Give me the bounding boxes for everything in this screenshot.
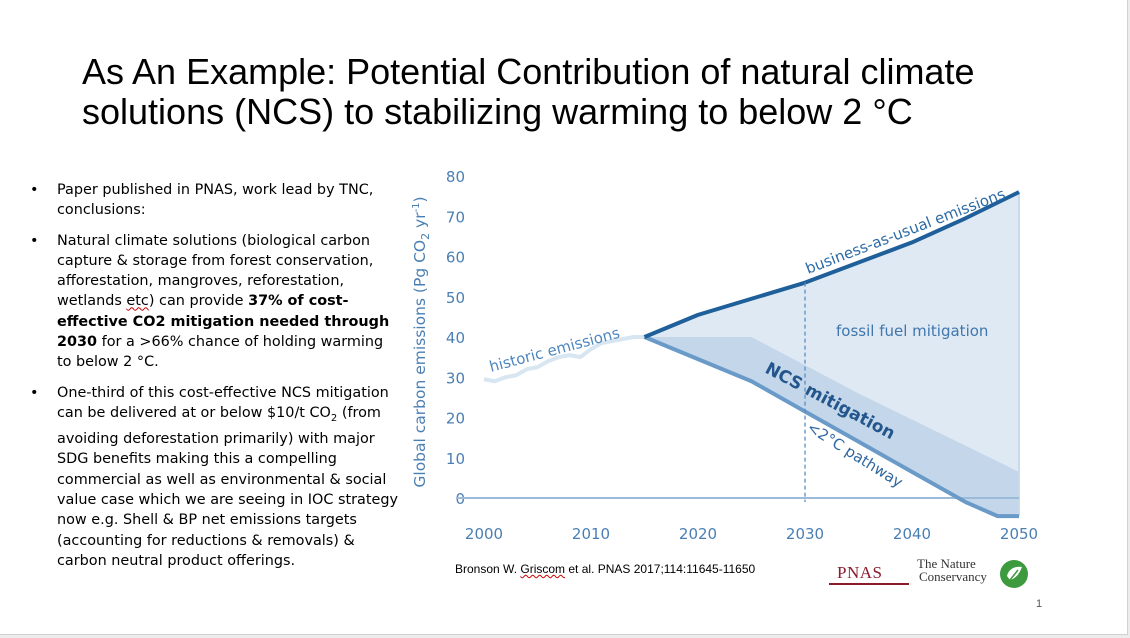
y-axis-label-sup: -1 xyxy=(411,202,422,212)
bullet-text: (from avoiding deforestation primarily) … xyxy=(57,404,399,569)
tnc-logo-text: The Nature Conservancy xyxy=(917,557,987,583)
tnc-line-2: Conservancy xyxy=(919,569,987,584)
bau-emissions-label: business-as-usual emissions xyxy=(803,185,1008,278)
bullet-text: Paper published in PNAS, work lead by TN… xyxy=(57,182,374,219)
title-line-1: As An Example: Potential Contribution of… xyxy=(82,51,975,92)
tnc-leaf-icon xyxy=(1000,560,1028,588)
y-axis-label: Global carbon emissions (Pg CO2 yr-1) xyxy=(411,196,432,487)
y-tick-label: 70 xyxy=(446,208,465,226)
x-tick-label: 2010 xyxy=(572,525,610,543)
historic-emissions-label: historic emissions xyxy=(487,324,621,376)
pathway-label: <2°C pathway xyxy=(804,418,906,491)
x-tick-label: 2020 xyxy=(679,525,717,543)
bullet-text: Natural climate solutions (biological ca… xyxy=(57,232,374,310)
pathway-line xyxy=(643,335,1019,519)
bau-emissions-line xyxy=(643,190,1020,339)
x-tick-label: 2050 xyxy=(1000,525,1038,543)
slide-title: As An Example: Potential Contribution of… xyxy=(82,52,1082,132)
x-tick-label: 2030 xyxy=(786,525,824,543)
y-tick-label: 10 xyxy=(446,450,465,468)
y-tick-label: 50 xyxy=(446,289,465,307)
y-tick-label: 40 xyxy=(446,329,465,347)
ncs-mitigation-area xyxy=(644,337,1019,517)
ncs-mitigation-label: NCS mitigation xyxy=(762,359,899,444)
fossil-mitigation-label: fossil fuel mitigation xyxy=(836,322,988,340)
bullet-item: Paper published in PNAS, work lead by TN… xyxy=(30,180,400,221)
x-tick-label: 2000 xyxy=(465,525,503,543)
bullet-text: for a >66% chance of holding warming to … xyxy=(57,334,384,371)
bullet-list: Paper published in PNAS, work lead by TN… xyxy=(30,180,400,581)
citation-post: et al. PNAS 2017;114:11645-11650 xyxy=(565,562,756,576)
fossil-mitigation-area xyxy=(644,192,1019,472)
bullet-subscript: 2 xyxy=(330,412,338,424)
y-tick-label: 60 xyxy=(446,249,465,267)
y-tick-label: 20 xyxy=(446,410,465,428)
y-axis-label-sub: 2 xyxy=(419,233,432,240)
citation-author: Griscom xyxy=(520,562,566,576)
title-line-2: solutions (NCS) to stabilizing warming t… xyxy=(82,91,913,132)
tnc-line-1: The Nature xyxy=(917,556,976,571)
y-axis-label-main: Global carbon emissions (Pg CO xyxy=(411,240,429,488)
x-tick-label: 2040 xyxy=(893,525,931,543)
y-axis-label-unit: yr xyxy=(411,212,429,233)
y-axis-label-close: ) xyxy=(411,196,429,202)
y-tick-label: 80 xyxy=(446,168,465,186)
bullet-text: One-third of this cost-effective NCS mit… xyxy=(57,384,389,421)
spellcheck-word: etc xyxy=(126,293,149,310)
page-number: 1 xyxy=(1036,598,1043,610)
pnas-logo-underline xyxy=(829,583,909,585)
historic-emissions-line xyxy=(483,335,645,384)
bullet-text: ) can provide xyxy=(148,293,249,310)
citation-pre: Bronson W. xyxy=(455,562,521,576)
pnas-logo: PNAS xyxy=(837,563,883,582)
citation: Bronson W. Griscom et al. PNAS 2017;114:… xyxy=(455,562,755,576)
y-tick-label: 0 xyxy=(455,490,465,508)
bullet-item: One-third of this cost-effective NCS mit… xyxy=(30,383,400,572)
y-tick-label: 30 xyxy=(446,369,465,387)
bullet-bold-text: 37% of cost-effective CO2 mitigation nee… xyxy=(57,293,390,351)
bullet-item: Natural climate solutions (biological ca… xyxy=(30,231,400,373)
